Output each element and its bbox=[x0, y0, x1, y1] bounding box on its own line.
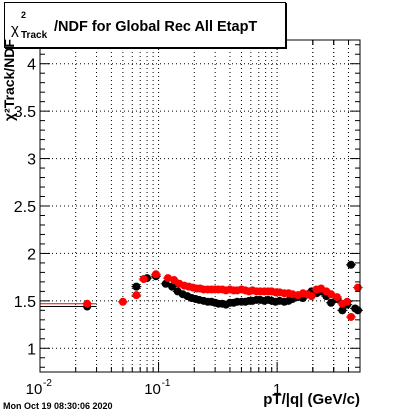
chart-title-box: χ 2 Track /NDF for Global Rec All EtapT bbox=[4, 2, 286, 48]
x-tick-label-base: 1 bbox=[273, 381, 281, 398]
series-red bbox=[82, 270, 363, 321]
y-axis-label: χ²Track/NDF bbox=[1, 39, 17, 121]
data-series bbox=[82, 260, 363, 321]
y-tick-label: 4 bbox=[27, 57, 36, 74]
data-point bbox=[327, 298, 336, 307]
data-point bbox=[168, 282, 177, 291]
x-tick-label-base: 10 bbox=[144, 381, 161, 398]
x-tick-label-exponent: -1 bbox=[162, 378, 171, 389]
data-point bbox=[327, 290, 336, 299]
title-superscript: 2 bbox=[21, 10, 27, 20]
x-tick-label-exponent: -2 bbox=[43, 378, 52, 389]
x-tick-label-base: 10 bbox=[26, 381, 43, 398]
title-chi-symbol: χ bbox=[11, 21, 19, 38]
data-point bbox=[118, 297, 127, 306]
x-tick-label: 10 -2 bbox=[26, 378, 53, 398]
data-point bbox=[151, 270, 160, 279]
title-subscript: Track bbox=[21, 30, 48, 41]
data-point bbox=[139, 275, 148, 284]
data-point bbox=[83, 299, 92, 308]
x-axis-label: pT/|q| (GeV/c) bbox=[263, 391, 360, 408]
y-tick-label: 2 bbox=[27, 246, 36, 263]
x-tick-label: 10 -1 bbox=[144, 378, 171, 398]
data-point bbox=[338, 306, 347, 315]
data-point bbox=[347, 312, 356, 321]
y-tick-label: 1.5 bbox=[14, 294, 36, 311]
data-point bbox=[132, 291, 141, 300]
data-point bbox=[347, 260, 356, 269]
y-tick-label: 3 bbox=[27, 152, 36, 169]
y-tick-label: 3.5 bbox=[14, 104, 36, 121]
y-tick-label: 1 bbox=[27, 341, 36, 358]
data-point bbox=[132, 282, 141, 291]
x-tick-label: 1 bbox=[273, 381, 281, 398]
y-tick-label: 2.5 bbox=[14, 199, 36, 216]
grid bbox=[39, 40, 361, 372]
y-axis-label-box: χ²Track/NDF bbox=[1, 31, 21, 121]
chart-title: /NDF for Global Rec All EtapT bbox=[54, 19, 258, 35]
data-point bbox=[307, 292, 316, 301]
data-point bbox=[353, 283, 362, 292]
data-point bbox=[333, 293, 342, 302]
data-point bbox=[343, 297, 352, 306]
timestamp: Mon Oct 19 08:30:06 2020 bbox=[3, 401, 113, 411]
